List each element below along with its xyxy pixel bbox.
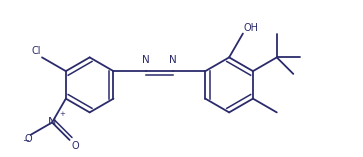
Text: N: N xyxy=(169,55,177,65)
Text: OH: OH xyxy=(244,23,259,33)
Text: O: O xyxy=(72,141,79,151)
Text: N: N xyxy=(142,55,150,65)
Text: N: N xyxy=(48,117,56,127)
Text: O: O xyxy=(24,134,32,144)
Text: +: + xyxy=(60,111,65,116)
Text: −: − xyxy=(22,136,29,145)
Text: Cl: Cl xyxy=(32,46,41,56)
